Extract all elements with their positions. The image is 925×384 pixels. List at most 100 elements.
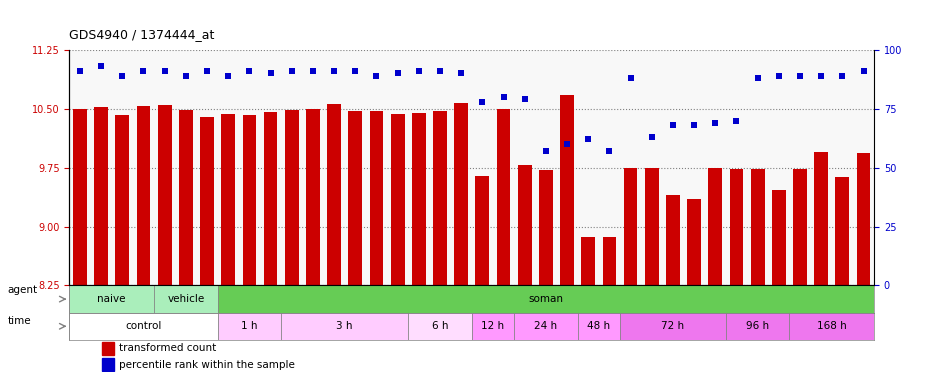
Text: GDS4940 / 1374444_at: GDS4940 / 1374444_at (69, 28, 215, 41)
Point (496, 94, 511, 100)
Bar (102, 342, 114, 354)
Bar (137, 106, 151, 285)
Point (645, 134, 660, 140)
Point (93, 63, 108, 70)
Point (623, 75, 638, 81)
Bar (412, 113, 426, 285)
Text: 12 h: 12 h (481, 321, 504, 331)
Text: vehicle: vehicle (167, 294, 204, 304)
Bar (687, 199, 701, 285)
Text: 3 h: 3 h (337, 321, 353, 331)
Bar (281, 313, 408, 340)
Point (793, 73, 808, 79)
Bar (154, 285, 217, 313)
Point (179, 73, 193, 79)
Bar (221, 114, 235, 285)
Bar (370, 111, 383, 285)
Bar (645, 168, 659, 285)
Bar (577, 313, 620, 340)
Bar (200, 117, 214, 285)
Point (857, 68, 871, 74)
Bar (751, 169, 765, 285)
Point (412, 68, 426, 74)
Point (115, 73, 130, 79)
Bar (814, 152, 828, 285)
Bar (730, 169, 744, 285)
Bar (793, 169, 807, 285)
Point (369, 73, 384, 79)
Text: 48 h: 48 h (587, 321, 610, 331)
Bar (561, 95, 574, 285)
Bar (158, 105, 171, 285)
Bar (518, 166, 532, 285)
Point (771, 73, 786, 79)
Bar (602, 237, 616, 285)
Bar (285, 110, 299, 285)
Bar (581, 237, 595, 285)
Text: 168 h: 168 h (817, 321, 846, 331)
Bar (514, 313, 577, 340)
Text: 96 h: 96 h (746, 321, 770, 331)
Bar (349, 111, 363, 285)
Point (729, 118, 744, 124)
Text: 6 h: 6 h (432, 321, 449, 331)
Bar (623, 168, 637, 285)
Point (242, 68, 257, 74)
Point (454, 70, 469, 76)
Point (581, 136, 596, 142)
Bar (772, 190, 785, 285)
Bar (408, 313, 472, 340)
Point (284, 68, 299, 74)
Text: soman: soman (528, 294, 563, 304)
Bar (102, 358, 114, 371)
Bar (497, 109, 511, 285)
Bar (539, 170, 553, 285)
Point (475, 99, 489, 105)
Bar (179, 109, 192, 285)
Bar (475, 175, 489, 285)
Bar (242, 115, 256, 285)
Bar (472, 313, 514, 340)
Point (157, 68, 172, 74)
Point (200, 68, 215, 74)
Point (665, 122, 680, 128)
Bar (264, 112, 278, 285)
Point (221, 73, 236, 79)
Point (835, 73, 850, 79)
Bar (69, 285, 154, 313)
Point (517, 96, 532, 103)
Point (305, 68, 320, 74)
Point (263, 70, 278, 76)
Text: 72 h: 72 h (661, 321, 684, 331)
Bar (433, 111, 447, 285)
Bar (94, 107, 108, 285)
Point (538, 148, 553, 154)
Point (602, 148, 617, 154)
Bar (73, 109, 87, 285)
Point (433, 68, 448, 74)
Text: percentile rank within the sample: percentile rank within the sample (119, 360, 295, 370)
Text: 1 h: 1 h (241, 321, 258, 331)
Bar (666, 195, 680, 285)
Point (136, 68, 151, 74)
Bar (217, 313, 281, 340)
Bar (116, 115, 130, 285)
Point (686, 122, 701, 128)
Text: naive: naive (97, 294, 126, 304)
Point (72, 68, 87, 74)
Text: time: time (7, 316, 31, 326)
Bar (709, 169, 722, 285)
Text: agent: agent (7, 285, 38, 295)
Text: control: control (125, 321, 162, 331)
Bar (620, 313, 726, 340)
Bar (789, 313, 874, 340)
Bar (390, 114, 404, 285)
Bar (857, 153, 870, 285)
Bar (217, 285, 874, 313)
Point (390, 70, 405, 76)
Point (814, 73, 829, 79)
Bar (835, 177, 849, 285)
Bar (726, 313, 789, 340)
Point (708, 120, 722, 126)
Point (750, 75, 765, 81)
